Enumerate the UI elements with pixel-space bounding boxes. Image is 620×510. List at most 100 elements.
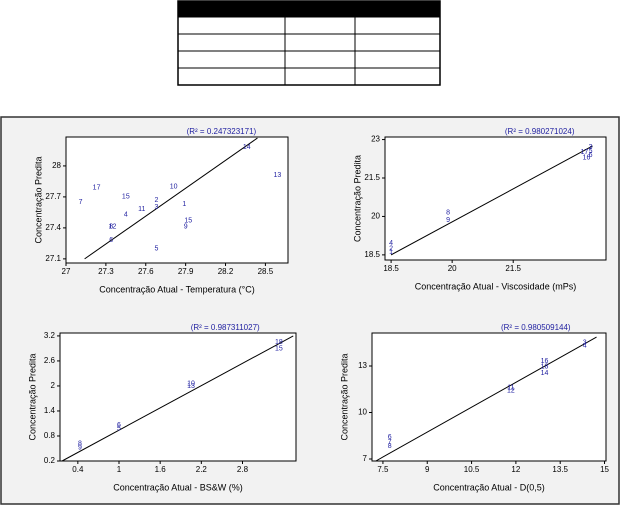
x-tick-label: 28.2 (218, 267, 234, 276)
point: 18 (275, 339, 283, 346)
point: 14 (541, 370, 549, 377)
point: 4 (124, 211, 128, 218)
point: 1 (182, 201, 186, 208)
x-tick-label: 2.2 (196, 465, 208, 474)
x-axis-label: Concentração Atual - Viscosidade (mPs) (415, 281, 576, 291)
x-tick-label: 13.5 (552, 465, 568, 474)
x-tick-label: 27.6 (138, 267, 154, 276)
y-tick-label: 13 (358, 361, 367, 370)
x-tick-label: 27 (62, 267, 71, 276)
y-axis-label: Concentração Predita (27, 353, 37, 440)
point: 16 (541, 358, 549, 365)
x-tick-label: 27.9 (178, 267, 194, 276)
point: 6 (388, 434, 392, 441)
x-tick-label: 15 (600, 465, 609, 474)
point: 12 (109, 224, 117, 231)
point: 2 (154, 197, 158, 204)
point: 6 (589, 152, 593, 159)
point: 13 (273, 172, 281, 179)
annotation: (R² = 0.980509144) (501, 323, 571, 332)
point: 5 (154, 245, 158, 252)
table-header (177, 0, 441, 18)
y-tick-label: 0.2 (44, 456, 56, 465)
y-axis-label: Concentração Predita (33, 156, 43, 243)
y-tick-label: 27.1 (45, 254, 61, 263)
y-tick-label: 0.8 (44, 431, 56, 440)
point: 4 (389, 240, 393, 247)
point: 17 (93, 184, 101, 191)
y-axis-label: Concentração Predita (352, 155, 362, 242)
y-tick-label: 27.4 (45, 223, 61, 232)
point: 15 (275, 345, 283, 352)
y-tick-label: 27.7 (45, 192, 61, 201)
plot-area (65, 136, 289, 264)
point: 3 (583, 340, 587, 347)
point: 18 (541, 363, 549, 370)
y-tick-label: 2.6 (44, 356, 56, 365)
point: 11 (138, 206, 145, 213)
point: 7 (79, 199, 83, 206)
x-axis-label: Concentração Atual - D(0,5) (433, 482, 545, 492)
point: 7 (388, 439, 392, 446)
x-tick-label: 12 (511, 465, 520, 474)
x-tick-label: 20 (448, 264, 457, 273)
point: 11 (507, 385, 514, 392)
y-tick-label: 20 (371, 212, 380, 221)
point: 10 (187, 381, 195, 388)
x-tick-label: 7.5 (377, 465, 389, 474)
charts: (R² = 0.247323171) Concentração Atual - T… (27, 127, 609, 492)
fit-line (375, 336, 597, 462)
y-tick-label: 18.5 (364, 250, 380, 259)
y-tick-label: 28 (52, 161, 61, 170)
x-axis-label: Concentração Atual - Temperatura (°C) (99, 284, 255, 294)
x-tick-label: 1 (117, 465, 122, 474)
y-tick-label: 21.5 (364, 173, 380, 182)
annotation: (R² = 0.980271024) (505, 127, 575, 136)
point: 16 (583, 154, 591, 161)
point: 2 (389, 245, 393, 252)
y-tick-label: 1.4 (44, 406, 56, 415)
x-tick-label: 18.5 (383, 264, 399, 273)
point: 8 (446, 209, 450, 216)
annotation: (R² = 0.987311027) (191, 323, 260, 332)
point: 10 (170, 183, 178, 190)
y-tick-label: 2 (51, 381, 56, 390)
point: 15 (184, 217, 192, 224)
point: 15 (122, 194, 130, 201)
point: 8 (109, 224, 113, 231)
x-tick-label: 27.3 (98, 267, 114, 276)
x-tick-label: 2.8 (237, 465, 249, 474)
point: 5 (117, 425, 121, 432)
x-tick-label: 21.5 (505, 264, 521, 273)
y-tick-label: 7 (363, 454, 368, 463)
y-tick-label: 23 (371, 135, 380, 144)
point: 14 (243, 144, 251, 151)
y-tick-label: 3.2 (44, 331, 56, 340)
point: 6 (109, 237, 113, 244)
y-axis-label: Concentração Predita (339, 353, 349, 440)
empty-table (177, 0, 441, 86)
point: 3 (154, 204, 158, 211)
point: 8 (78, 441, 82, 448)
point: 9 (78, 445, 82, 452)
point: 3 (589, 144, 593, 151)
y-tick-label: 10 (358, 408, 367, 417)
point: 9 (446, 217, 450, 224)
x-tick-label: 28.5 (258, 267, 274, 276)
plot-area (59, 332, 297, 462)
fit-line (390, 145, 593, 256)
fit-line (84, 137, 258, 260)
point: 9 (184, 224, 188, 231)
point: 17 (581, 149, 589, 156)
x-axis-label: Concentração Atual - BS&W (%) (113, 482, 243, 492)
fit-line (61, 335, 294, 462)
point: 1 (389, 249, 393, 256)
x-tick-label: 0.4 (72, 465, 84, 474)
point: 4 (583, 343, 587, 350)
point: 13 (187, 383, 195, 390)
x-tick-label: 1.6 (155, 465, 167, 474)
annotation: (R² = 0.247323171) (187, 127, 257, 136)
point: 5 (589, 148, 593, 155)
point: 8 (388, 443, 392, 450)
